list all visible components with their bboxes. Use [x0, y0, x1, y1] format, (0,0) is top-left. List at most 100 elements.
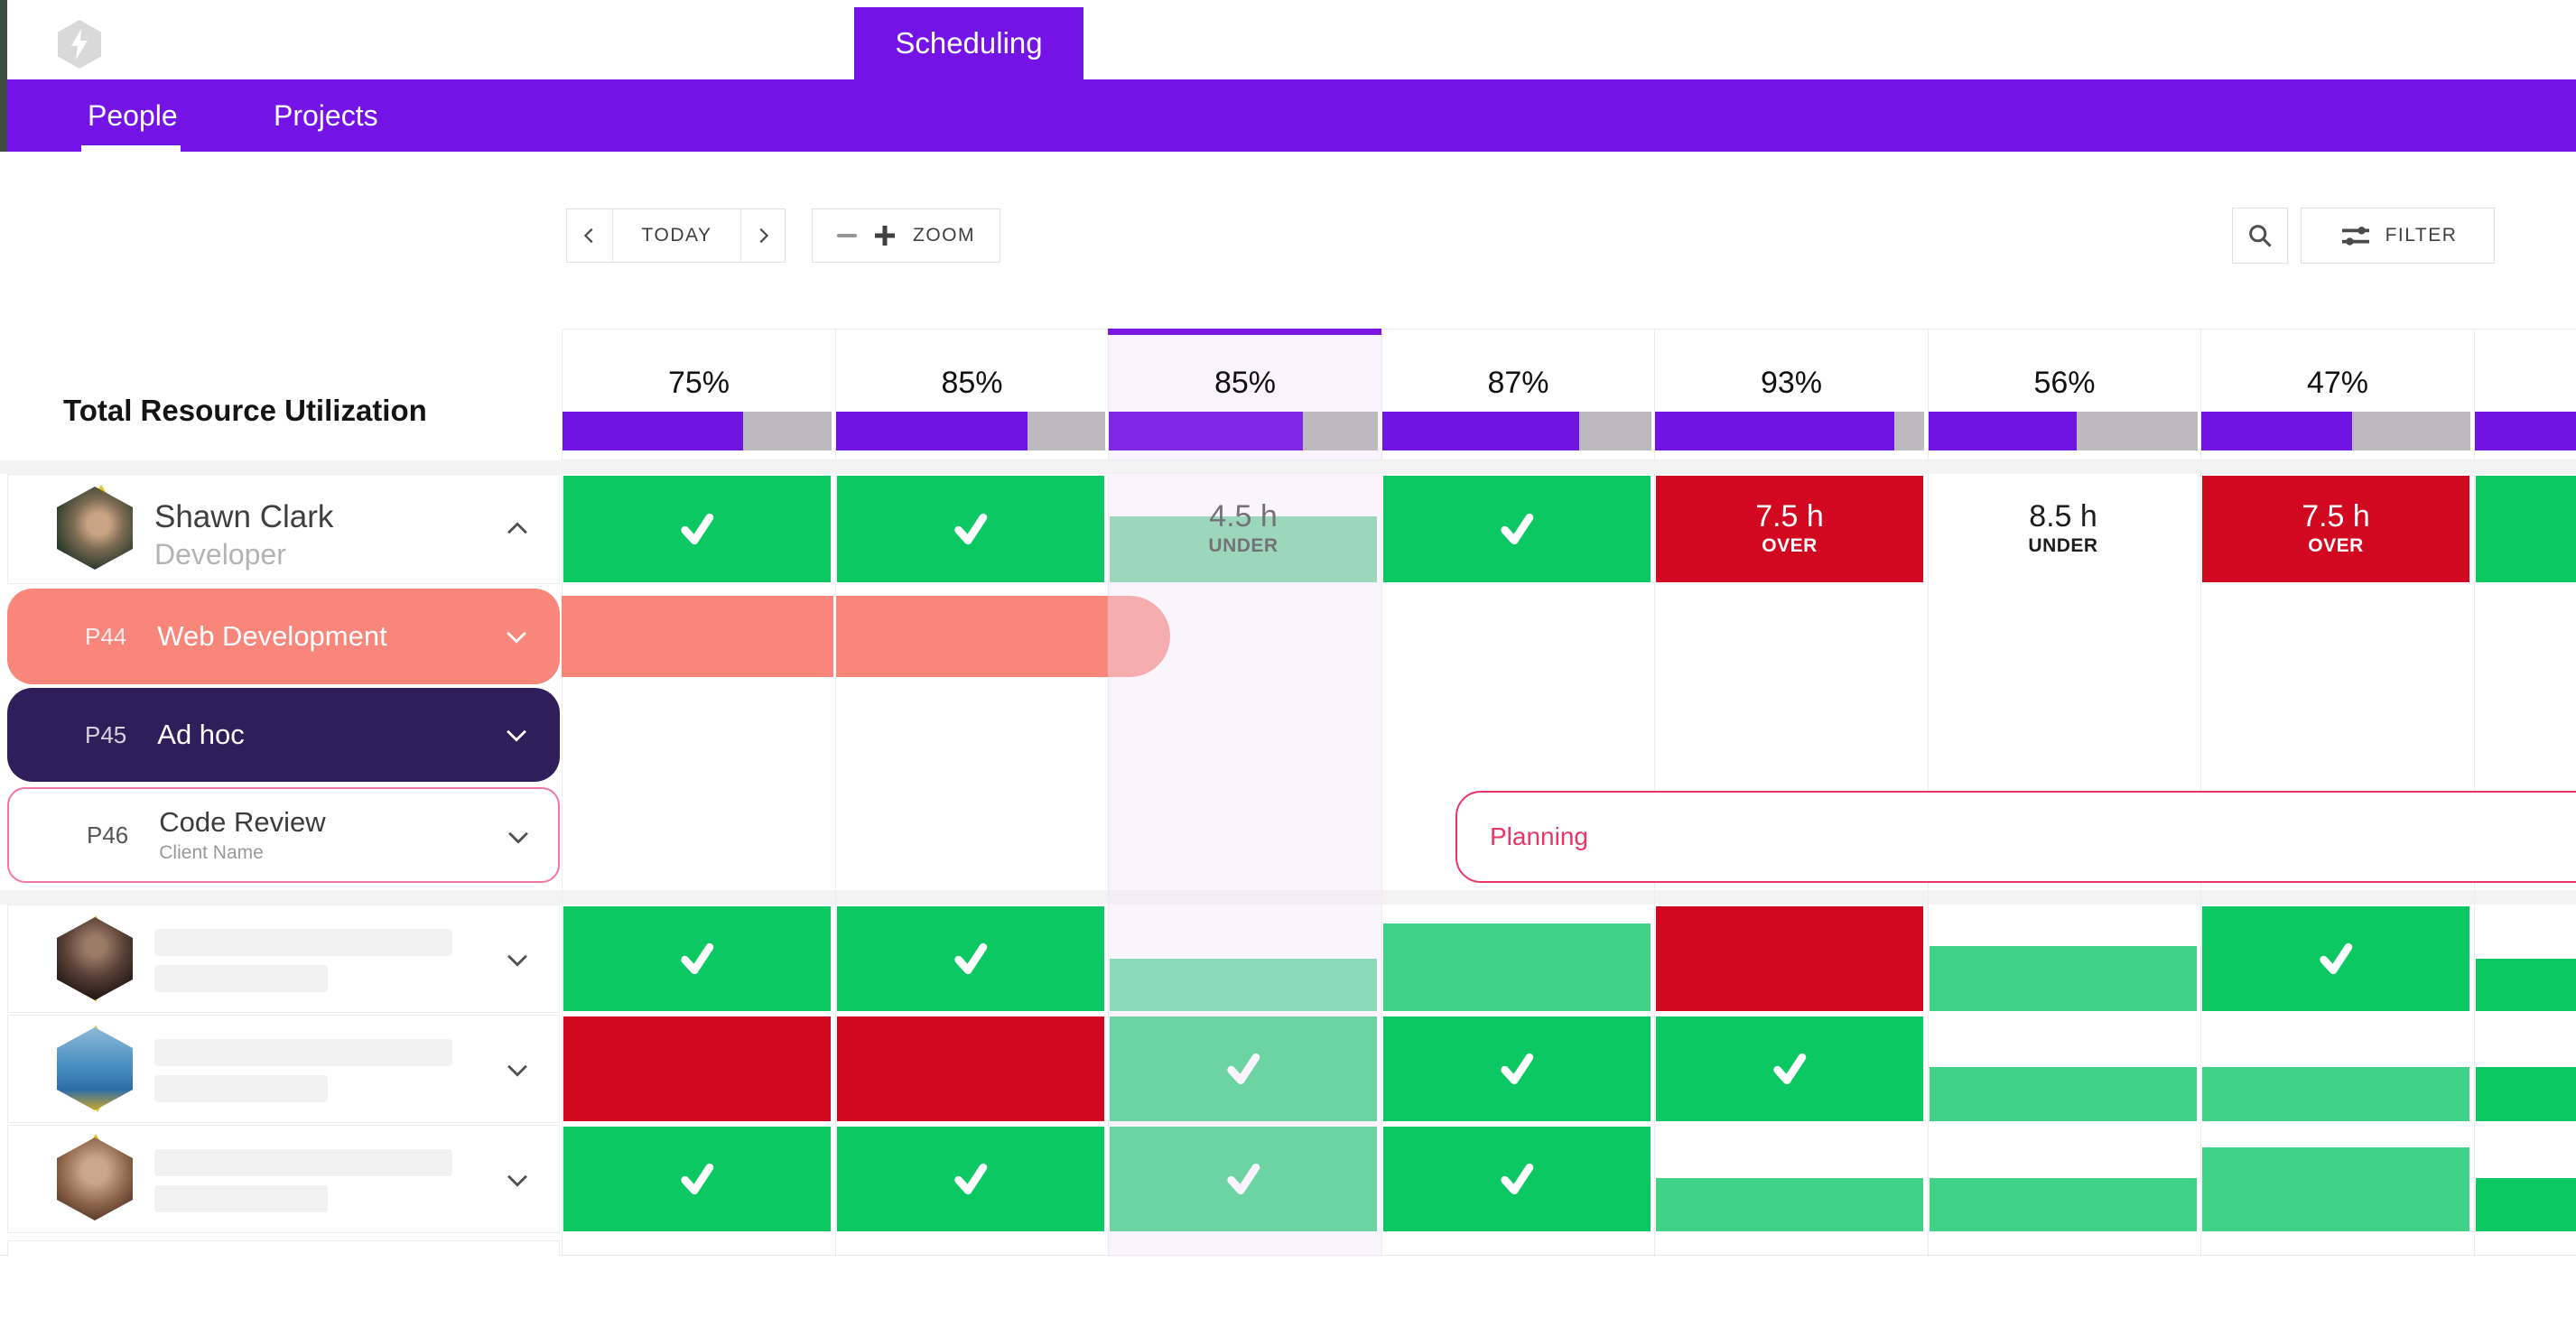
- cell-on-track[interactable]: [563, 476, 831, 582]
- cell-on-track[interactable]: [563, 906, 831, 1011]
- expand-project-button[interactable]: [500, 620, 533, 653]
- allocation-fill: [1930, 1177, 2197, 1231]
- cell-on-track[interactable]: [837, 1127, 1104, 1231]
- cell-on-track[interactable]: [1110, 1127, 1377, 1231]
- cell-partial-allocation[interactable]: [2476, 1016, 2576, 1121]
- person-role: Developer: [154, 538, 286, 571]
- person-row[interactable]: [7, 905, 560, 1013]
- tab-projects[interactable]: Projects: [274, 79, 378, 152]
- person-row[interactable]: [7, 1015, 560, 1123]
- cell-hours-status: OVER: [1762, 535, 1818, 557]
- grid-line: [562, 473, 563, 1257]
- cell-on-track[interactable]: [2202, 906, 2469, 1011]
- expand-project-button[interactable]: [502, 821, 535, 853]
- util-percent: 47%: [2306, 366, 2369, 400]
- project-card-p44[interactable]: P44 Web Development: [7, 589, 560, 684]
- cell-partial-allocation[interactable]: [1656, 1127, 1923, 1231]
- cell-partial-allocation[interactable]: [2202, 1016, 2469, 1121]
- forecast-logo[interactable]: [58, 20, 101, 69]
- zoom-group: ZOOM: [812, 209, 1000, 263]
- cell-hours-over[interactable]: 7.5 h OVER: [2202, 476, 2469, 582]
- allocation-fill: [1930, 946, 2197, 1011]
- cell-on-track[interactable]: [837, 476, 1104, 582]
- cell-hours-over[interactable]: 7.5 h OVER: [1656, 476, 1923, 582]
- cell-partial-allocation[interactable]: [1110, 906, 1377, 1011]
- cell-on-track[interactable]: [1383, 1016, 1651, 1121]
- tab-people[interactable]: People: [81, 79, 181, 152]
- check-icon: [2320, 942, 2353, 975]
- filter-button[interactable]: FILTER: [2301, 208, 2495, 264]
- cell-on-track[interactable]: [2476, 476, 2576, 582]
- search-button[interactable]: [2232, 208, 2288, 264]
- project-client: Client Name: [159, 842, 264, 863]
- cell-hours-under[interactable]: 4.5 h UNDER: [1110, 476, 1377, 582]
- cell-on-track[interactable]: [1656, 1016, 1923, 1121]
- allocation-fill: [1656, 1177, 1923, 1231]
- util-bar: [1655, 412, 1924, 450]
- project-timeline-bar-p44[interactable]: [562, 596, 1170, 677]
- chevron-down-icon: [507, 1064, 527, 1077]
- chevron-down-icon: [507, 1174, 527, 1187]
- cell-on-track[interactable]: [1110, 1016, 1377, 1121]
- project-card-p46[interactable]: P46 Code Review Client Name: [7, 787, 560, 883]
- zoom-in-button[interactable]: [873, 224, 897, 247]
- tab-people-label: People: [88, 98, 178, 132]
- util-bar: [563, 412, 832, 450]
- zoom-out-button[interactable]: [837, 234, 857, 237]
- cell-on-track[interactable]: [837, 906, 1104, 1011]
- cell-on-track[interactable]: [1383, 476, 1651, 582]
- expand-row-button[interactable]: [501, 943, 534, 976]
- cell-hours-under[interactable]: 8.5 h UNDER: [1930, 476, 2197, 582]
- cell-partial-allocation[interactable]: [1930, 1127, 2197, 1231]
- check-icon: [954, 513, 988, 545]
- cell-hours-status: UNDER: [2028, 535, 2098, 557]
- cell-on-track[interactable]: [563, 1127, 831, 1231]
- person-row[interactable]: [7, 1125, 560, 1233]
- avatar-photo: [57, 1027, 133, 1110]
- cell-overbooked[interactable]: [563, 1016, 831, 1121]
- chevron-down-icon: [508, 831, 528, 844]
- cell-overbooked[interactable]: [1656, 906, 1923, 1011]
- role-placeholder: [154, 1075, 328, 1102]
- collapse-row-button[interactable]: [501, 513, 534, 545]
- util-column-3-today: 85%: [1108, 329, 1382, 460]
- check-icon: [1501, 1163, 1534, 1195]
- expand-project-button[interactable]: [500, 719, 533, 751]
- expand-row-button[interactable]: [501, 1164, 534, 1196]
- today-label: TODAY: [641, 225, 712, 246]
- section-divider: [0, 890, 2576, 905]
- today-button[interactable]: TODAY: [611, 209, 740, 262]
- cell-on-track[interactable]: [1383, 1127, 1651, 1231]
- today-marker: [1108, 329, 1381, 335]
- chevron-right-icon: [759, 227, 769, 244]
- cell-overbooked[interactable]: [837, 1016, 1104, 1121]
- cell-partial-allocation[interactable]: [1930, 906, 2197, 1011]
- next-period-button[interactable]: [740, 209, 785, 262]
- cell-partial-allocation[interactable]: [2476, 906, 2576, 1011]
- util-percent: 75%: [667, 366, 730, 400]
- grid-line: [835, 473, 836, 1257]
- project-code: P44: [85, 622, 127, 650]
- util-column-2: 85%: [835, 329, 1109, 460]
- name-placeholder: [154, 929, 452, 956]
- project-card-p45[interactable]: P45 Ad hoc: [7, 688, 560, 782]
- project-phase-bar-planning[interactable]: Planning: [1455, 791, 2576, 883]
- search-icon: [2249, 225, 2272, 247]
- cell-partial-allocation[interactable]: [2202, 1127, 2469, 1231]
- cell-hours-value: 8.5 h: [2029, 498, 2097, 534]
- tab-scheduling[interactable]: Scheduling: [854, 7, 1083, 79]
- project-code: P45: [85, 720, 127, 748]
- util-column-6: 56%: [1928, 329, 2201, 460]
- chevron-up-icon: [507, 522, 527, 534]
- cell-partial-allocation[interactable]: [2476, 1127, 2576, 1231]
- cell-hours-value: 7.5 h: [2302, 498, 2370, 534]
- allocation-fill: [2202, 1066, 2469, 1121]
- person-row-partial[interactable]: [7, 1240, 560, 1257]
- util-column-8: [2474, 329, 2576, 460]
- avatar: [57, 1134, 133, 1221]
- cell-partial-allocation[interactable]: [1930, 1016, 2197, 1121]
- prev-period-button[interactable]: [567, 209, 612, 262]
- person-row-shawn-clark[interactable]: Shawn Clark Developer: [7, 474, 560, 584]
- cell-partial-allocation[interactable]: [1383, 906, 1651, 1011]
- expand-row-button[interactable]: [501, 1053, 534, 1086]
